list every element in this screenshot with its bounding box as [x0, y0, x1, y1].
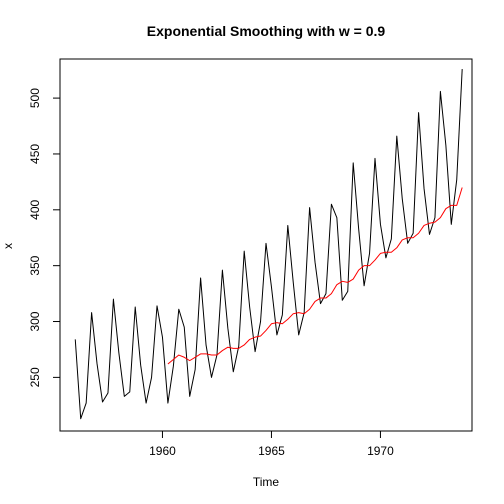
y-tick-label: 350 — [28, 255, 42, 275]
y-tick-label: 500 — [28, 88, 42, 108]
series-line-observed — [74, 69, 463, 420]
y-axis-label: x — [1, 243, 15, 249]
x-tick-label: 1960 — [149, 444, 176, 458]
y-tick-label: 400 — [28, 199, 42, 219]
x-tick-label: 1965 — [258, 444, 285, 458]
y-tick-label: 300 — [28, 311, 42, 331]
x-axis-label: Time — [253, 475, 280, 489]
x-axis: 1960 1965 1970 — [149, 430, 394, 458]
y-axis: 250 300 350 400 450 500 — [28, 88, 61, 387]
y-tick-label: 450 — [28, 144, 42, 164]
y-tick-label: 250 — [28, 367, 42, 387]
series-line-smoothed — [167, 187, 463, 365]
series-layer — [74, 69, 463, 420]
chart-title: Exponential Smoothing with w = 0.9 — [147, 23, 386, 39]
x-tick-label: 1970 — [367, 444, 394, 458]
